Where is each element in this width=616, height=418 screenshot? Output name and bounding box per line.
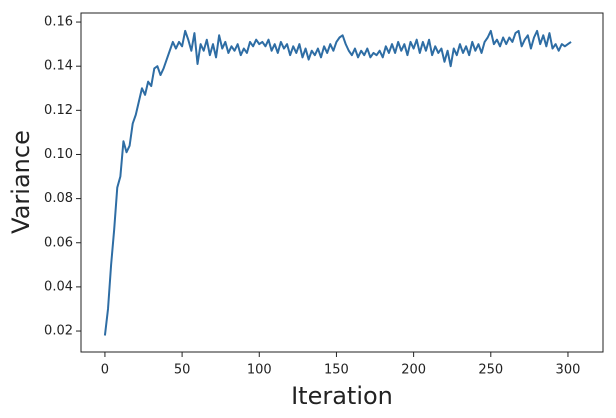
- x-tick-label: 50: [174, 363, 191, 378]
- x-tick-label: 300: [556, 363, 581, 378]
- y-tick-label: 0.10: [44, 147, 73, 162]
- x-axis-label: Iteration: [291, 382, 393, 410]
- data-line: [103, 29, 572, 336]
- x-tick-label: 200: [401, 363, 426, 378]
- y-tick-label: 0.04: [44, 279, 73, 294]
- y-tick-label: 0.12: [44, 103, 73, 118]
- x-tick-label: 150: [324, 363, 349, 378]
- plot-frame: [80, 12, 604, 353]
- y-tick-label: 0.08: [44, 191, 73, 206]
- y-tick-label: 0.14: [44, 59, 73, 74]
- y-tick-label: 0.16: [44, 15, 73, 30]
- x-tick-label: 250: [478, 363, 503, 378]
- y-tick-label: 0.02: [44, 324, 73, 339]
- y-axis-label: Variance: [7, 130, 35, 234]
- y-tick-label: 0.06: [44, 235, 73, 250]
- x-tick-label: 100: [247, 363, 272, 378]
- x-tick-label: 0: [101, 363, 109, 378]
